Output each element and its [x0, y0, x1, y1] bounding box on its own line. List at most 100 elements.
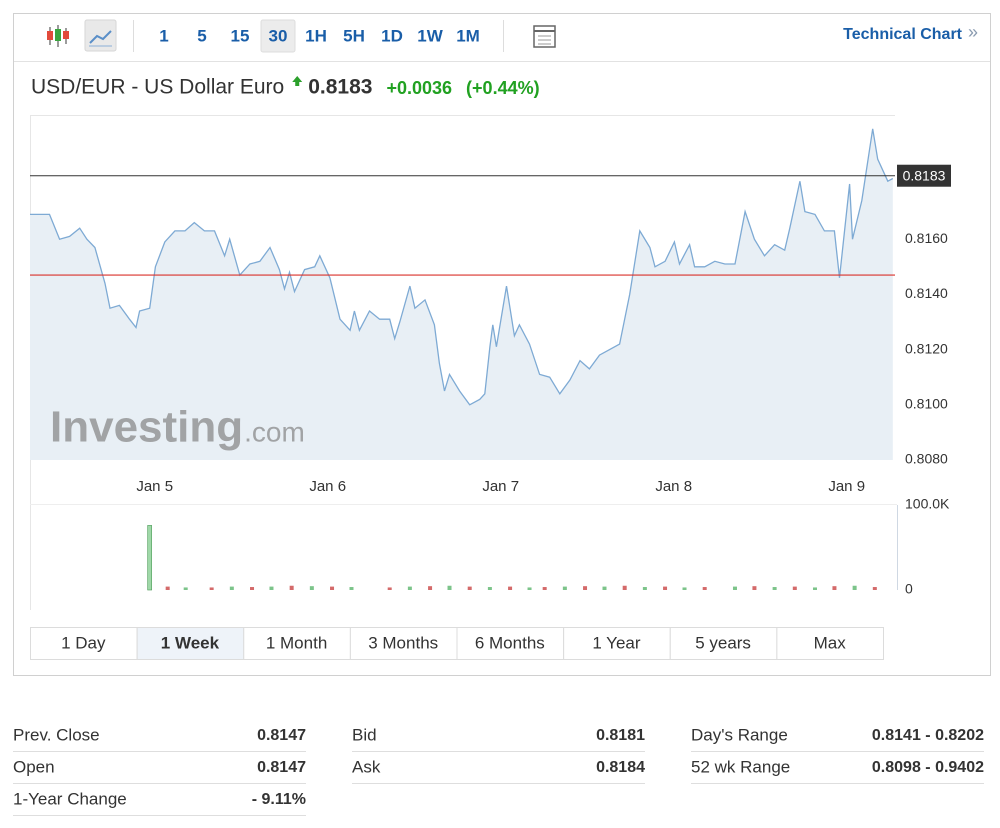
stat-label: Open [13, 757, 55, 776]
range-button-label[interactable]: 6 Months [475, 633, 545, 652]
up-arrow [292, 76, 303, 86]
volume-bar [542, 587, 547, 590]
volume-bar [622, 585, 627, 590]
volume-bar [772, 587, 777, 590]
price-line [30, 128, 894, 406]
range-button[interactable] [776, 627, 884, 660]
range-button-label[interactable]: 1 Year [592, 633, 641, 652]
stat-label: 52 wk Range [691, 757, 790, 776]
volume-bar [183, 587, 188, 590]
last-price-badge [897, 164, 951, 187]
interval-button[interactable]: 15 [231, 26, 250, 45]
range-button[interactable] [456, 627, 565, 660]
volume-bar [732, 586, 737, 590]
interval-selected-bg [260, 19, 296, 53]
y-tick-label: 0.8140 [905, 285, 948, 301]
volume-bar [209, 587, 214, 590]
interval-button[interactable]: 1 [159, 26, 168, 45]
technical-chart-arrow[interactable]: » [968, 22, 978, 42]
volume-bar [387, 587, 392, 590]
y-tick-label: 0.8080 [905, 451, 948, 467]
volume-bar [447, 585, 452, 590]
candlestick-icon[interactable] [47, 25, 69, 47]
instrument-name: USD/EUR - US Dollar Euro [31, 76, 284, 99]
range-button-label[interactable]: 1 Week [161, 633, 220, 652]
x-tick-label: Jan 8 [655, 478, 692, 495]
price: 0.8183 [308, 76, 372, 99]
volume-bar [487, 587, 492, 590]
stat-value: 0.8184 [596, 759, 645, 776]
range-button-label[interactable]: 5 years [695, 633, 751, 652]
y-tick-label: 0.8100 [905, 396, 948, 412]
stat-value: 0.8181 [596, 727, 645, 744]
volume-bar [663, 586, 668, 590]
x-tick-label: Jan 6 [309, 478, 346, 495]
range-button[interactable] [669, 627, 778, 660]
volume-bar [682, 587, 687, 590]
range-button-label[interactable]: 1 Day [61, 633, 106, 652]
volume-bar [527, 587, 532, 590]
volume-bar [407, 586, 412, 590]
stat-value: 0.8147 [257, 727, 306, 744]
volume-bar [428, 586, 433, 590]
volume-bar [642, 587, 647, 590]
stat-label: 1-Year Change [13, 789, 127, 808]
interval-button[interactable]: 1W [417, 26, 443, 45]
volume-bar [309, 586, 314, 590]
stat-label: Ask [352, 757, 381, 776]
watermark-suffix: .com [244, 416, 305, 447]
interval-button[interactable]: 5H [343, 26, 365, 45]
range-button[interactable] [349, 627, 458, 660]
range-button-label[interactable]: Max [814, 633, 847, 652]
volume-bar [752, 586, 757, 590]
x-tick-label: Jan 9 [828, 478, 865, 495]
settings-icon[interactable] [533, 25, 556, 48]
stat-label: Prev. Close [13, 725, 100, 744]
watermark-brand: Investing [50, 403, 243, 452]
price-area [30, 128, 893, 461]
volume-bar [349, 587, 354, 590]
volume-bar [269, 586, 274, 590]
interval-button[interactable]: 5 [197, 26, 206, 45]
volume-tick-label: 100.0K [905, 496, 950, 512]
volume-bar [872, 587, 877, 590]
y-tick-label: 0.8160 [905, 230, 948, 246]
volume-bar [508, 586, 513, 590]
volume-bar [792, 586, 797, 590]
volume-bar [583, 586, 588, 590]
volume-bar [702, 587, 707, 590]
stat-value: 0.8141 - 0.8202 [872, 727, 984, 744]
x-tick-label: Jan 7 [482, 478, 519, 495]
technical-chart-link[interactable]: Technical Chart [843, 26, 963, 43]
volume-bar [330, 586, 335, 590]
range-button[interactable] [243, 627, 351, 660]
volume-bar [147, 525, 152, 591]
volume-bar [250, 587, 255, 590]
volume-bar [602, 586, 607, 590]
stat-value: 0.8098 - 0.9402 [872, 759, 984, 776]
range-button-label[interactable]: 1 Month [266, 633, 327, 652]
range-button-label[interactable]: 3 Months [368, 633, 438, 652]
volume-bar [562, 586, 567, 590]
range-button[interactable] [136, 627, 245, 660]
stat-value: 0.8147 [257, 759, 306, 776]
volume-bar [229, 586, 234, 590]
stat-value: - 9.11% [252, 791, 306, 808]
interval-button[interactable]: 1M [456, 26, 480, 45]
price-change-percent: (+0.44%) [466, 78, 540, 98]
range-button[interactable] [30, 627, 138, 660]
y-tick-label: 0.8120 [905, 340, 948, 356]
volume-bar [812, 587, 817, 590]
interval-button[interactable]: 1H [305, 26, 327, 45]
volume-bar [832, 586, 837, 590]
last-price-label: 0.8183 [903, 167, 946, 183]
stat-label: Day's Range [691, 725, 788, 744]
line-chart-icon[interactable] [84, 19, 117, 52]
interval-button[interactable]: 1D [381, 26, 403, 45]
volume-bar [467, 586, 472, 590]
interval-button[interactable]: 30 [269, 26, 288, 45]
x-tick-label: Jan 5 [136, 478, 173, 495]
volume-bar [289, 585, 294, 590]
